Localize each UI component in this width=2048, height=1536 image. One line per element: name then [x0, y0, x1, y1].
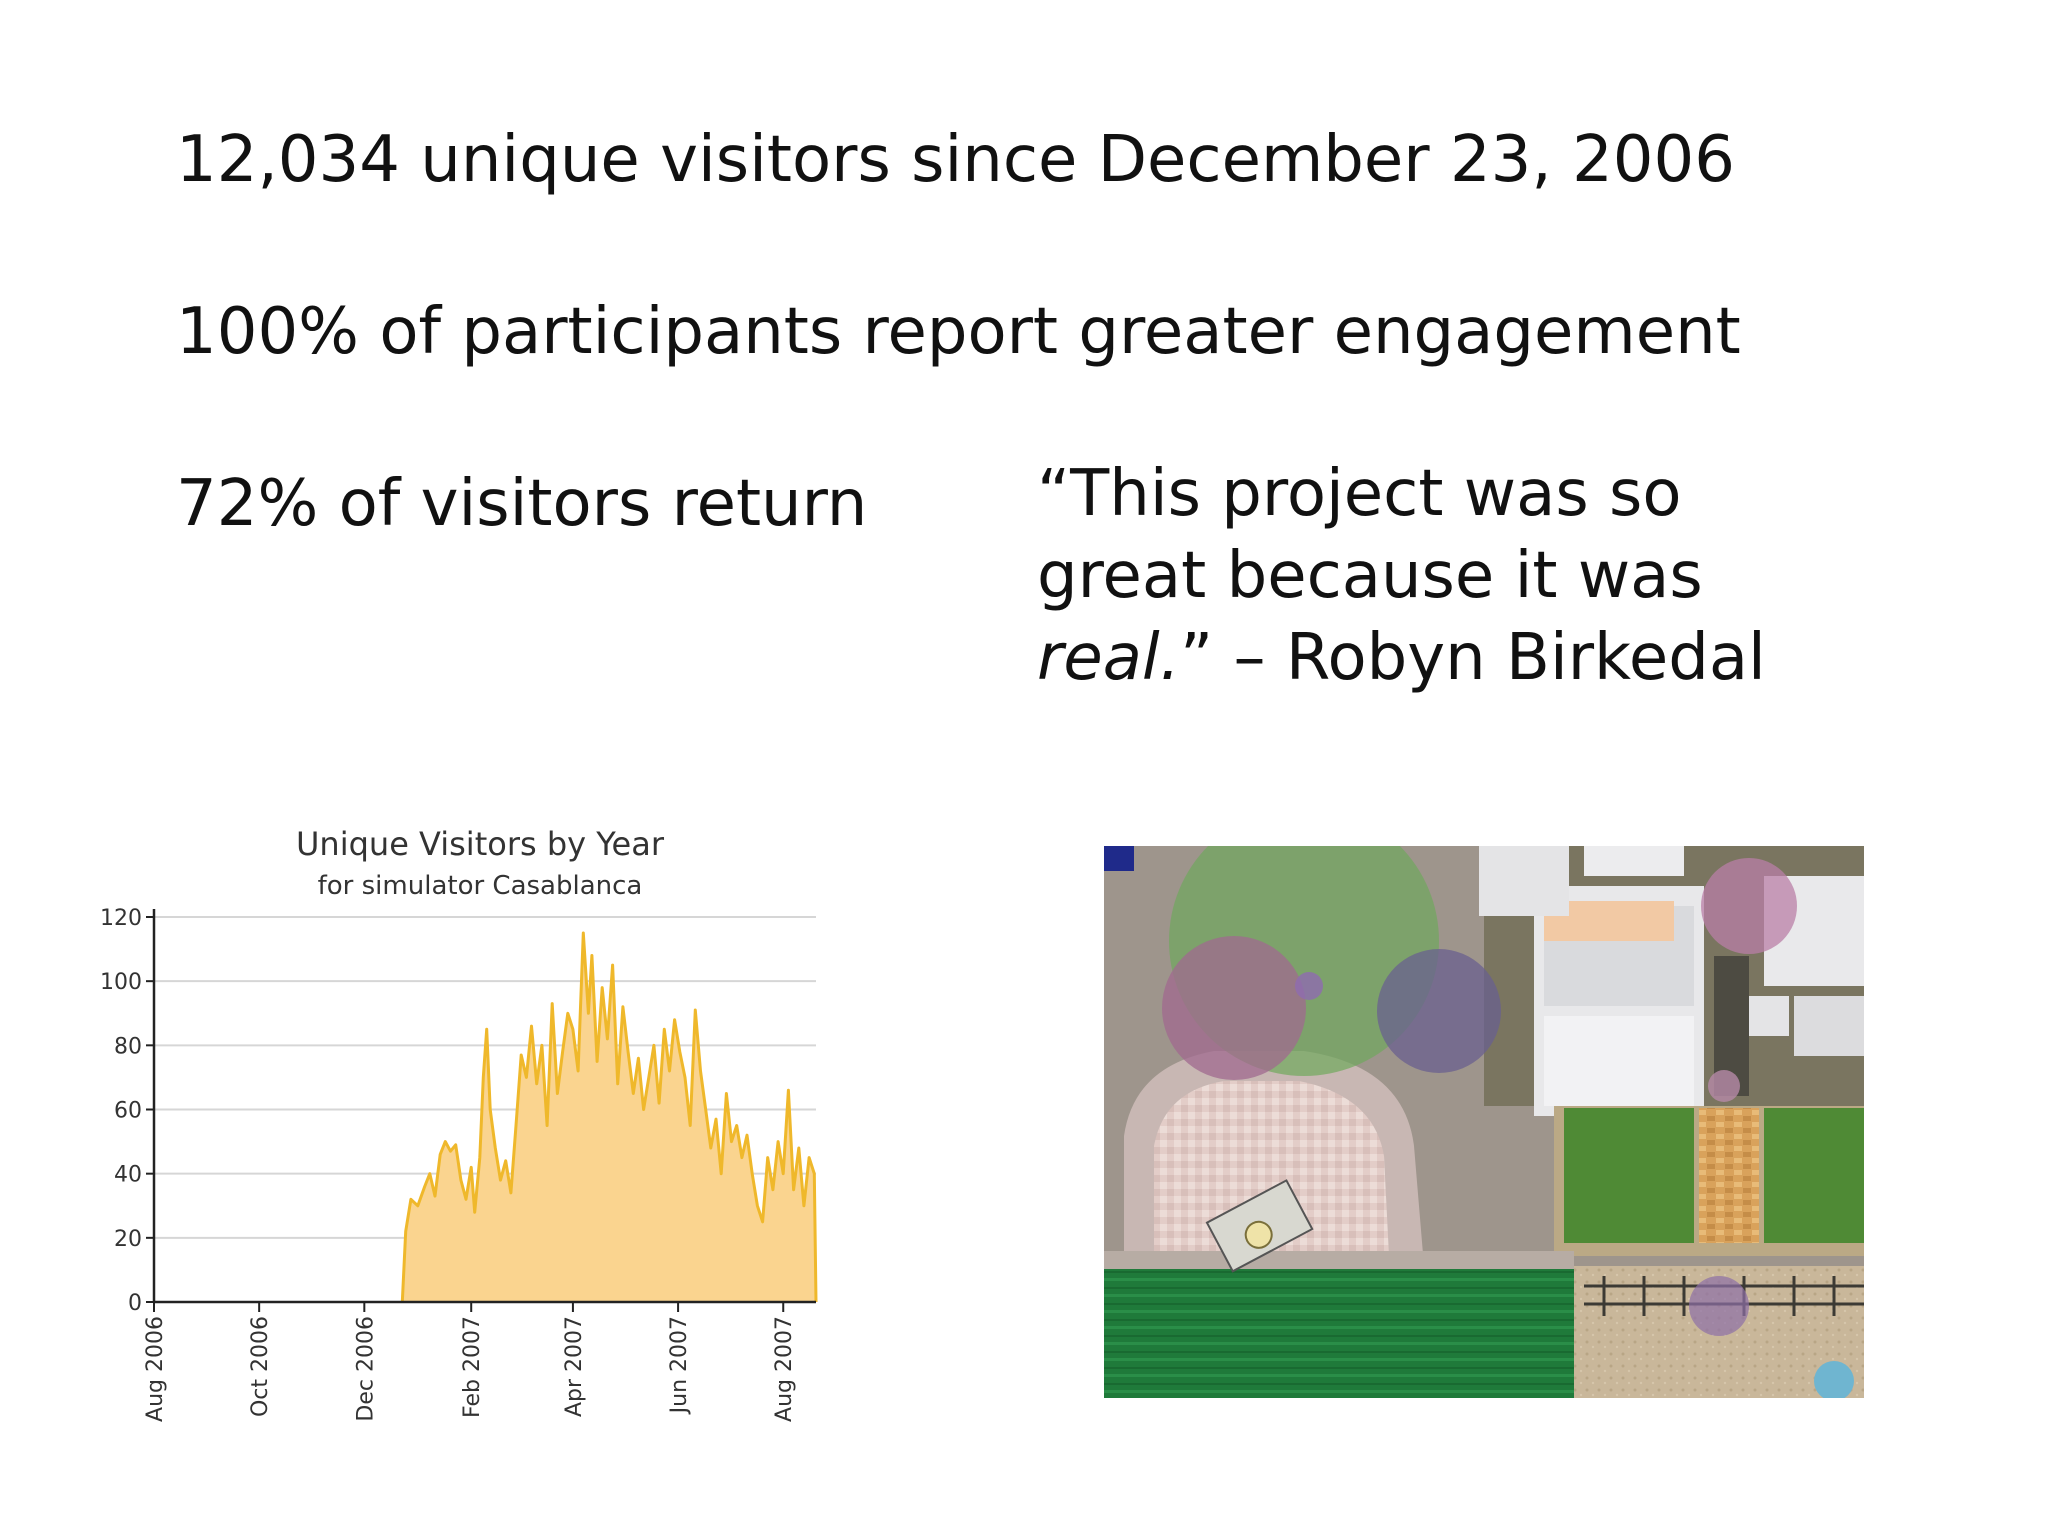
y-tick-label: 20: [114, 1227, 142, 1252]
visitors-chart-svg: Unique Visitors by Year for simulator Ca…: [100, 825, 818, 1422]
y-tick-label: 80: [114, 1034, 142, 1059]
stat-engagement: 100% of participants report greater enga…: [176, 295, 1741, 369]
stat-return-rate: 72% of visitors return: [176, 467, 868, 541]
visitors-chart: Unique Visitors by Year for simulator Ca…: [60, 820, 840, 1460]
avatar-range-pink: [1162, 936, 1306, 1080]
chart-title: Unique Visitors by Year: [296, 825, 665, 863]
testimonial-quote: “This project was so great because it was…: [1037, 453, 1766, 699]
x-tick-label: Apr 2007: [562, 1316, 587, 1417]
avatar-range-rose: [1701, 858, 1797, 954]
y-tick-label: 40: [114, 1163, 142, 1188]
stage-platform: [1205, 1179, 1314, 1273]
x-tick-label: Oct 2006: [248, 1316, 273, 1417]
chart-axes: [146, 909, 816, 1312]
quote-emphasis: real.: [1037, 621, 1181, 695]
y-tick-label: 120: [100, 906, 142, 931]
chart-x-tick-labels: Aug 2006 Oct 2006 Dec 2006 Feb 2007 Apr 2007…: [143, 1316, 797, 1422]
quote-line-1: “This project was so: [1037, 457, 1682, 531]
fountain: [1814, 1361, 1854, 1398]
x-tick-label: Aug 2007: [772, 1316, 797, 1422]
avatar-range-purple: [1377, 949, 1501, 1073]
x-tick-label: Aug 2006: [143, 1316, 168, 1422]
chart-series-layer: [400, 931, 818, 1303]
chart-y-tick-labels: 0 20 40 60 80 100 120: [100, 906, 142, 1316]
stat-unique-visitors: 12,034 unique visitors since December 23…: [176, 123, 1735, 197]
y-tick-label: 60: [114, 1099, 142, 1124]
virtual-world-aerial-image: [1104, 846, 1864, 1398]
brick-path: [1699, 1108, 1759, 1243]
quote-attribution: ” – Robyn Birkedal: [1180, 621, 1766, 695]
x-tick-label: Jun 2007: [667, 1316, 692, 1415]
y-tick-label: 100: [100, 970, 142, 995]
aerial-map-illustration: [1104, 846, 1864, 1398]
sports-field: [1104, 1266, 1574, 1398]
chart-subtitle: for simulator Casablanca: [318, 871, 643, 901]
quote-line-2: great because it was: [1037, 539, 1703, 613]
y-tick-label: 0: [128, 1291, 142, 1316]
series-line-0: [400, 931, 818, 1303]
garden-right: [1764, 1108, 1864, 1243]
garden-left: [1564, 1108, 1694, 1243]
x-tick-label: Dec 2006: [353, 1316, 378, 1422]
series-area-0: [402, 933, 816, 1302]
x-tick-label: Feb 2007: [460, 1316, 485, 1418]
amphitheater: [1154, 1081, 1389, 1256]
